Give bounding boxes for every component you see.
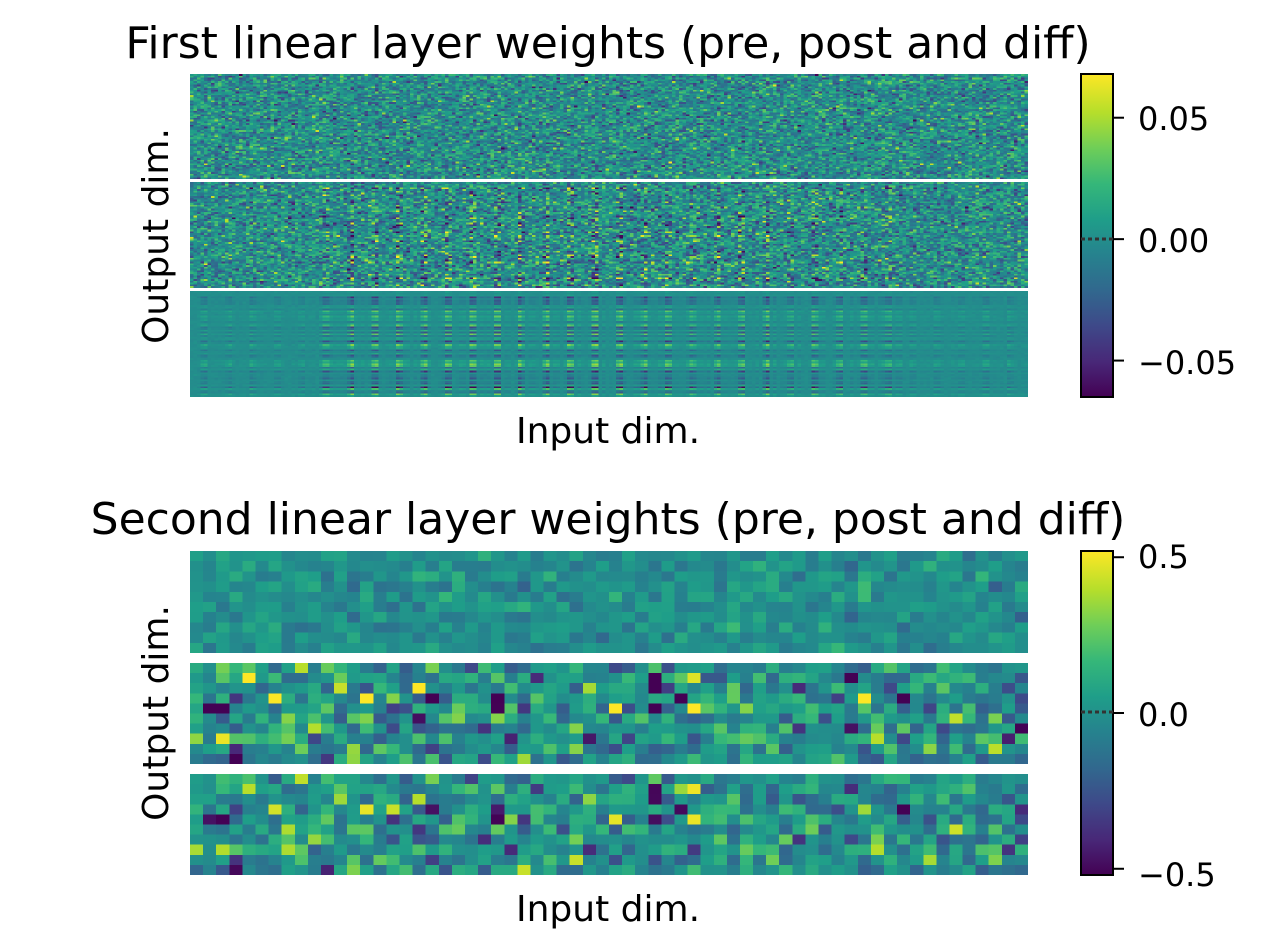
heatmap-pre (190, 74, 1028, 179)
colorbar: 0.05 0.00 −0.05 (1080, 73, 1236, 398)
chart-first-layer: First linear layer weights (pre, post an… (125, 18, 1236, 452)
chart-title: Second linear layer weights (pre, post a… (91, 494, 1126, 545)
heatmap-image (190, 551, 1028, 653)
heatmap-image (190, 663, 1028, 764)
y-axis-label: Output dim. (136, 128, 177, 344)
chart-second-layer: Second linear layer weights (pre, post a… (91, 494, 1216, 930)
heatmap-diff (190, 291, 1028, 397)
y-axis-label: Output dim. (136, 605, 177, 821)
colorbar-ticks (1113, 116, 1124, 362)
colorbar-tick-label: 0.00 (1138, 222, 1209, 260)
heatmap-image (190, 74, 1028, 179)
heatmap-post (190, 182, 1028, 288)
colorbar-tick-label: 0.05 (1138, 100, 1209, 138)
heatmap-post (190, 663, 1028, 764)
x-axis-label: Input dim. (516, 411, 700, 452)
heatmap-image (190, 291, 1028, 397)
x-axis-label: Input dim. (516, 889, 700, 930)
heatmap-pre (190, 551, 1028, 653)
heatmap-diff (190, 774, 1028, 875)
colorbar-tick-label: −0.05 (1138, 344, 1236, 382)
colorbar-tick-label: 0.5 (1138, 538, 1189, 576)
colorbar-ticks (1113, 556, 1124, 870)
chart-title: First linear layer weights (pre, post an… (125, 18, 1090, 69)
colorbar-gradient (1080, 73, 1114, 398)
colorbar: 0.5 0.0 −0.5 (1080, 538, 1216, 894)
heatmap-image (190, 182, 1028, 288)
heatmap-image (190, 774, 1028, 875)
colorbar-tick-label: −0.5 (1138, 856, 1216, 894)
colorbar-tick-label: 0.0 (1138, 696, 1189, 734)
